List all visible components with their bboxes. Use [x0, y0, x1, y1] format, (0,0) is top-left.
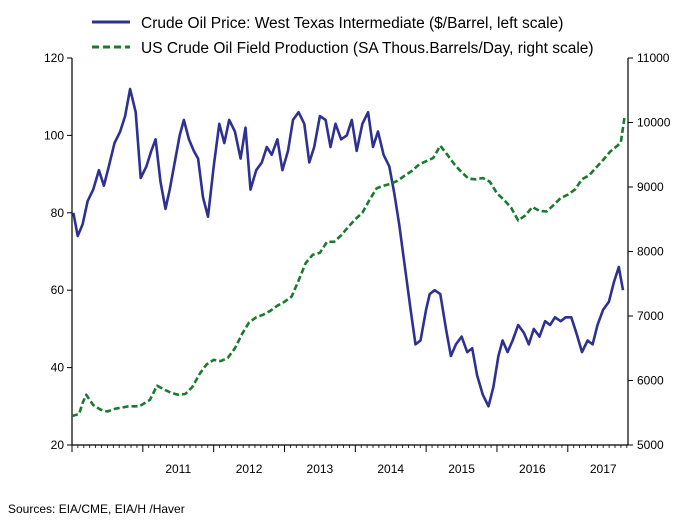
legend: Crude Oil Price: West Texas Intermediate…	[92, 15, 594, 57]
right-axis-tick-label: 6000	[637, 374, 664, 388]
left-axis-ticks: 20 40 60 80 100 120	[44, 51, 72, 452]
left-axis-tick-label: 80	[51, 206, 65, 220]
series-line-oil-production	[71, 117, 626, 418]
left-axis-tick-label: 20	[51, 438, 65, 452]
left-axis-tick-label: 40	[51, 361, 65, 375]
left-axis-tick-label: 60	[51, 283, 65, 297]
source-note: Sources: EIA/CME, EIA/H /Haver	[8, 502, 185, 516]
x-axis-tick-label: 2017	[590, 462, 617, 476]
left-axis-tick-label: 120	[44, 51, 64, 65]
legend-label-oil-production: US Crude Oil Field Production (SA Thous.…	[141, 40, 594, 57]
x-axis-ticks: 2011 2012 2013 2014 2015 2016 2017	[71, 445, 628, 476]
legend-label-wti-price: Crude Oil Price: West Texas Intermediate…	[141, 15, 563, 32]
right-axis-tick-label: 5000	[637, 438, 664, 452]
right-axis-tick-label: 8000	[637, 245, 664, 259]
right-axis-tick-label: 9000	[637, 180, 664, 194]
x-axis-tick-label: 2016	[519, 462, 546, 476]
x-axis-tick-label: 2015	[448, 462, 475, 476]
x-axis-tick-label: 2011	[165, 462, 191, 476]
right-axis-tick-label: 10000	[637, 116, 671, 130]
x-axis-tick-label: 2014	[377, 462, 404, 476]
x-axis-tick-label: 2012	[236, 462, 263, 476]
plot-area	[71, 58, 629, 446]
right-axis-ticks: 5000 6000 7000 8000 9000 10000 11000	[628, 51, 671, 452]
left-axis-tick-label: 100	[44, 128, 64, 142]
right-axis-tick-label: 7000	[637, 309, 664, 323]
right-axis-tick-label: 11000	[637, 51, 670, 65]
series-line-wti-price	[72, 87, 625, 408]
x-axis-tick-label: 2013	[307, 462, 334, 476]
